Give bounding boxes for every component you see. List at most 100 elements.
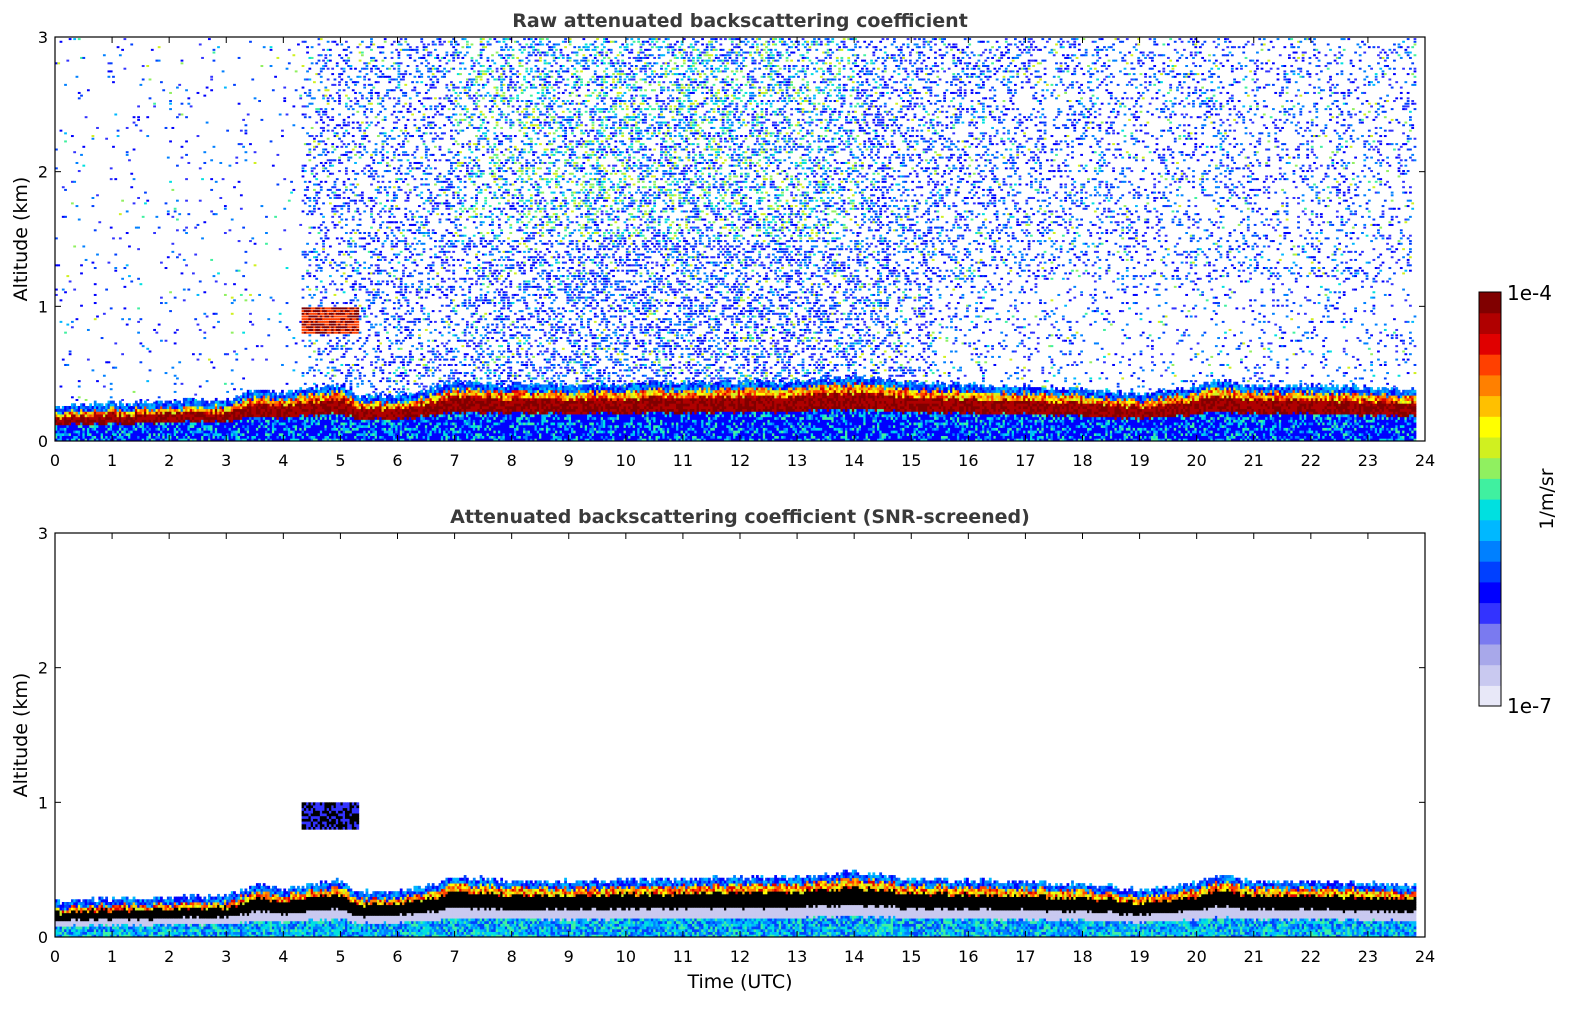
heatmap-cell bbox=[165, 202, 168, 204]
heatmap-cell bbox=[315, 364, 318, 366]
heatmap-cell bbox=[375, 235, 378, 237]
heatmap-cell bbox=[334, 367, 337, 369]
heatmap-cell bbox=[370, 157, 373, 159]
heatmap-cell bbox=[343, 197, 346, 199]
heatmap-cell bbox=[210, 361, 213, 363]
heatmap-cell bbox=[379, 224, 382, 226]
heatmap-cell bbox=[315, 146, 318, 148]
heatmap-cell bbox=[318, 113, 321, 115]
heatmap-cell bbox=[167, 157, 170, 159]
heatmap-cell bbox=[174, 208, 177, 210]
heatmap-cell bbox=[315, 243, 318, 245]
heatmap-cell bbox=[338, 340, 341, 342]
heatmap-cell bbox=[178, 84, 181, 86]
heatmap-cell bbox=[64, 140, 67, 142]
heatmap-cell bbox=[327, 130, 330, 132]
heatmap-cell bbox=[320, 81, 323, 83]
heatmap-cell bbox=[377, 334, 380, 336]
heatmap-cell bbox=[197, 294, 200, 296]
heatmap-cell bbox=[350, 52, 353, 54]
heatmap-cell bbox=[160, 340, 163, 342]
heatmap-cell bbox=[340, 275, 343, 277]
heatmap-cell bbox=[375, 248, 378, 250]
heatmap-cell bbox=[359, 305, 362, 307]
heatmap-cell bbox=[334, 262, 337, 264]
heatmap-cell bbox=[379, 393, 382, 396]
heatmap-cell bbox=[361, 97, 364, 99]
heatmap-cell bbox=[379, 380, 382, 382]
heatmap-cell bbox=[354, 92, 357, 94]
heatmap-cell bbox=[372, 57, 375, 59]
heatmap-cell bbox=[206, 315, 209, 317]
heatmap-cell bbox=[345, 280, 348, 282]
heatmap-cell bbox=[356, 46, 359, 48]
heatmap-cell bbox=[377, 240, 380, 242]
heatmap-cell bbox=[315, 340, 318, 342]
heatmap-cell bbox=[171, 216, 174, 218]
heatmap-cell bbox=[338, 124, 341, 126]
heatmap-cell bbox=[354, 356, 357, 358]
heatmap-cell bbox=[375, 170, 378, 172]
heatmap-cell bbox=[382, 291, 385, 293]
heatmap-cell bbox=[350, 189, 353, 191]
heatmap-cell bbox=[315, 62, 318, 64]
heatmap-cell bbox=[361, 345, 364, 347]
heatmap-cell bbox=[368, 278, 371, 280]
heatmap-cell bbox=[251, 78, 254, 80]
heatmap-cell bbox=[124, 38, 127, 40]
heatmap-cell bbox=[185, 89, 188, 91]
heatmap-cell bbox=[69, 280, 72, 282]
heatmap-cell bbox=[320, 132, 323, 134]
heatmap-cell bbox=[372, 162, 375, 164]
heatmap-cell bbox=[370, 68, 373, 70]
heatmap-cell bbox=[327, 353, 330, 355]
heatmap-cell bbox=[176, 256, 179, 258]
heatmap-cell bbox=[114, 113, 117, 115]
heatmap-cell bbox=[169, 108, 172, 110]
heatmap-cell bbox=[313, 227, 316, 229]
heatmap-cell bbox=[114, 342, 117, 344]
heatmap-cell bbox=[345, 173, 348, 175]
heatmap-cell bbox=[133, 391, 136, 393]
heatmap-cell bbox=[119, 213, 122, 215]
heatmap-cell bbox=[347, 108, 350, 110]
heatmap-cell bbox=[375, 154, 378, 156]
heatmap-cell bbox=[336, 224, 339, 226]
heatmap-cell bbox=[324, 87, 327, 89]
heatmap-cell bbox=[370, 324, 373, 326]
heatmap-cell bbox=[318, 89, 321, 91]
heatmap-cell bbox=[286, 345, 289, 347]
heatmap-cell bbox=[69, 351, 72, 353]
heatmap-cell bbox=[261, 119, 264, 121]
heatmap-cell bbox=[229, 165, 232, 167]
heatmap-cell bbox=[176, 329, 179, 331]
heatmap-cell bbox=[377, 213, 380, 215]
heatmap-cell bbox=[345, 377, 348, 379]
heatmap-cell bbox=[347, 159, 350, 161]
heatmap-cell bbox=[165, 302, 168, 304]
heatmap-cell bbox=[176, 87, 179, 89]
heatmap-cell bbox=[334, 84, 337, 86]
heatmap-cell bbox=[121, 200, 124, 202]
heatmap-cell bbox=[363, 342, 366, 344]
heatmap-cell bbox=[213, 146, 216, 148]
heatmap-cell bbox=[347, 254, 350, 256]
heatmap-cell bbox=[361, 122, 364, 124]
heatmap-cell bbox=[96, 380, 99, 382]
heatmap-cell bbox=[165, 340, 168, 342]
heatmap-cell bbox=[363, 78, 366, 80]
heatmap-cell bbox=[62, 289, 65, 291]
heatmap-cell bbox=[331, 165, 334, 167]
heatmap-cell bbox=[213, 49, 216, 51]
heatmap-cell bbox=[181, 60, 184, 62]
heatmap-cell bbox=[366, 108, 369, 110]
heatmap-cell bbox=[139, 399, 142, 401]
heatmap-cell bbox=[158, 60, 161, 62]
heatmap-cell bbox=[210, 210, 213, 212]
heatmap-cell bbox=[363, 356, 366, 358]
heatmap-cell bbox=[329, 95, 332, 97]
heatmap-cell bbox=[368, 232, 371, 234]
heatmap-cell bbox=[359, 124, 362, 126]
heatmap-cell bbox=[181, 157, 184, 159]
heatmap-cell bbox=[313, 167, 316, 169]
